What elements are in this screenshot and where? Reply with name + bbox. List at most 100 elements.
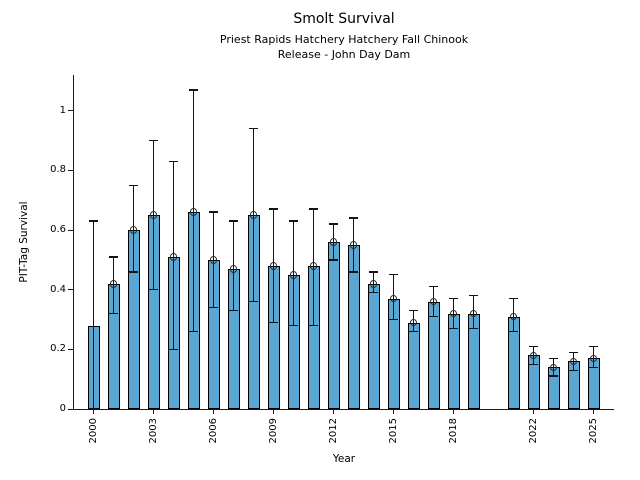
point-marker-2009 <box>269 262 278 270</box>
error-bar-cap-bottom-2014 <box>369 291 378 294</box>
x-axis-spine <box>73 409 614 410</box>
point-marker-2021 <box>509 312 518 321</box>
error-bar-cap-bottom-2002 <box>129 271 138 273</box>
error-bar-cap-bottom-2012 <box>329 259 338 261</box>
y-tick-label-0.6: 0.6 <box>50 224 66 236</box>
y-tick-mark-0.6 <box>68 229 73 231</box>
error-bar-cap-top-2018 <box>449 297 458 300</box>
y-tick-mark-0 <box>68 408 73 410</box>
point-marker-2002 <box>129 226 138 234</box>
y-tick-mark-0.4 <box>68 289 73 291</box>
x-tick-mark-2003 <box>153 410 154 414</box>
error-bar-cap-top-2023 <box>549 357 558 359</box>
error-bar-cap-bottom-2016 <box>409 330 418 333</box>
error-bar-cap-bottom-2008 <box>249 300 258 303</box>
point-marker-2017 <box>429 297 438 306</box>
point-marker-2024 <box>569 357 578 366</box>
point-marker-2006 <box>209 256 218 264</box>
error-bar-cap-top-2012 <box>329 223 338 225</box>
chart-title: Smolt Survival <box>293 11 395 27</box>
point-marker-2001 <box>109 280 118 288</box>
y-tick-label-1: 1 <box>59 104 66 116</box>
point-marker-2025 <box>589 354 598 363</box>
error-bar-cap-bottom-2009 <box>269 321 278 324</box>
point-marker-2018 <box>449 309 458 318</box>
y-tick-mark-0.8 <box>68 169 73 171</box>
point-marker-2022 <box>529 351 538 360</box>
x-tick-mark-2006 <box>213 410 214 414</box>
error-bar-cap-top-2000 <box>89 220 98 222</box>
error-bar-line-2000 <box>92 221 95 409</box>
x-tick-mark-2009 <box>273 410 274 414</box>
error-bar-cap-top-2015 <box>389 274 398 276</box>
error-bar-cap-bottom-2011 <box>309 324 318 327</box>
error-bar-cap-bottom-2001 <box>109 312 118 315</box>
error-bar-cap-top-2011 <box>309 208 318 210</box>
error-bar-cap-top-2004 <box>169 160 178 163</box>
point-marker-2013 <box>349 241 358 249</box>
point-marker-2012 <box>329 238 338 246</box>
error-bar-cap-bottom-2015 <box>389 318 398 321</box>
x-tick-mark-2012 <box>333 410 334 414</box>
error-bar-cap-top-2010 <box>289 220 298 222</box>
error-bar-cap-top-2022 <box>529 345 538 348</box>
y-tick-label-0.2: 0.2 <box>50 343 66 355</box>
error-bar-cap-top-2025 <box>589 345 598 348</box>
error-bar-cap-bottom-2003 <box>149 289 158 291</box>
bar-2014 <box>367 283 380 409</box>
error-bar-cap-bottom-2005 <box>189 330 198 333</box>
plot-area: 0 0.2 0.4 0.6 0.8 1 2000 2003 2006 2009 2012 2015 20… <box>50 75 614 443</box>
point-marker-2016 <box>409 318 418 327</box>
x-tick-mark-2022 <box>533 410 534 414</box>
error-bar-cap-bottom-2025 <box>589 366 598 368</box>
point-marker-2019 <box>469 309 478 318</box>
y-tick-label-0.4: 0.4 <box>50 283 66 295</box>
y-tick-label-0.8: 0.8 <box>50 164 66 176</box>
error-bar-cap-top-2013 <box>349 217 358 219</box>
error-bar-cap-top-2009 <box>269 208 278 210</box>
error-bar-cap-top-2003 <box>149 139 158 142</box>
chart-subtitle: Priest Rapids Hatchery Hatchery Fall Chi… <box>219 33 469 62</box>
y-tick-mark-0.2 <box>68 348 73 350</box>
error-bar-cap-bottom-2024 <box>569 369 578 371</box>
error-bar-cap-bottom-2004 <box>169 348 178 351</box>
error-bar-cap-bottom-2021 <box>509 330 518 333</box>
x-tick-mark-2015 <box>393 410 394 414</box>
error-bar-cap-top-2002 <box>129 184 138 187</box>
point-marker-2015 <box>389 294 398 303</box>
error-bar-cap-top-2006 <box>209 211 218 213</box>
error-bar-cap-top-2001 <box>109 256 118 258</box>
error-bar-cap-bottom-2010 <box>289 324 298 327</box>
error-bar-cap-bottom-2006 <box>209 306 218 309</box>
bar-2017 <box>427 301 440 409</box>
error-bar-cap-top-2017 <box>429 286 438 288</box>
error-bar-cap-top-2024 <box>569 351 578 354</box>
y-tick-mark-1 <box>68 110 73 112</box>
x-tick-mark-2025 <box>593 410 594 414</box>
error-bar-cap-bottom-2017 <box>429 315 438 318</box>
bar-2012 <box>327 242 340 409</box>
y-tick-label-0: 0 <box>59 403 66 414</box>
y-axis-spine <box>73 75 74 410</box>
error-bar-cap-top-2014 <box>369 271 378 273</box>
error-bar-cap-top-2008 <box>249 127 258 130</box>
error-bar-cap-bottom-2018 <box>449 327 458 330</box>
x-axis-label: Year <box>332 453 356 465</box>
y-axis-label: PIT-Tag Survival <box>18 201 30 283</box>
point-marker-2008 <box>249 211 258 219</box>
error-bar-cap-top-2016 <box>409 309 418 312</box>
point-marker-2010 <box>289 271 298 279</box>
point-marker-2003 <box>149 211 158 219</box>
point-marker-2011 <box>309 262 318 270</box>
point-marker-2023 <box>549 363 558 371</box>
error-bar-cap-bottom-2000 <box>89 408 98 410</box>
point-marker-2014 <box>369 280 378 288</box>
point-marker-2005 <box>189 208 198 216</box>
point-marker-2007 <box>229 265 238 273</box>
error-bar-cap-bottom-2007 <box>229 309 238 312</box>
error-bar-cap-top-2021 <box>509 297 518 300</box>
error-bar-cap-bottom-2022 <box>529 363 538 365</box>
error-bar-cap-top-2005 <box>189 89 198 91</box>
error-bar-cap-top-2019 <box>469 294 478 297</box>
